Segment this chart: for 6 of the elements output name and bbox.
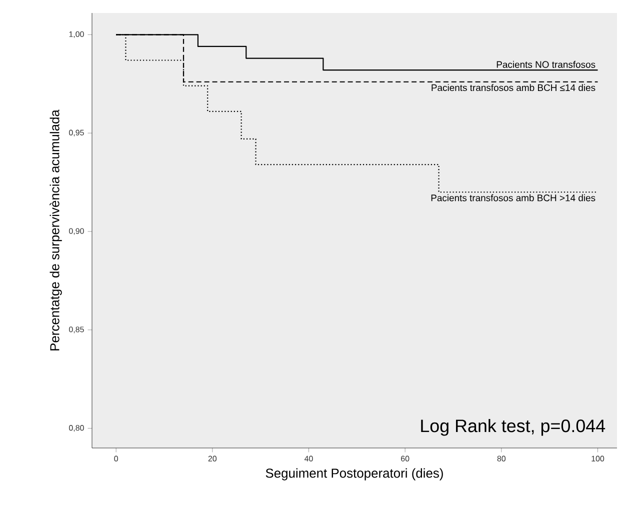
y-axis-title: Percentatge de surpervivència acumulada <box>50 110 62 350</box>
x-axis-title: Seguiment Postoperatori (dies) <box>266 468 443 480</box>
annotation: Log Rank test, p=0.044 <box>421 419 606 436</box>
series-label: Pacients NO transfosos <box>496 60 596 68</box>
series-label: Pacients transfosos amb BCH ≤14 dies <box>432 84 596 92</box>
series-label: Pacients transfosos amb BCH >14 dies <box>431 194 596 202</box>
